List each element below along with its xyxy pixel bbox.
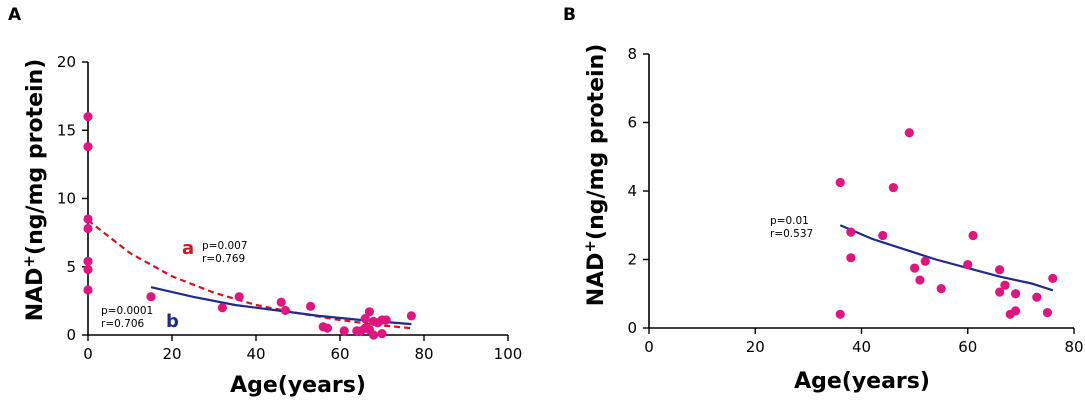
y-axis-title: NAD+(ng/mg protein) xyxy=(20,59,48,322)
data-point xyxy=(276,297,286,307)
data-point xyxy=(280,305,290,316)
r-value-label: r=0.706 xyxy=(101,318,144,330)
data-point xyxy=(322,323,332,333)
data-point xyxy=(846,227,856,237)
data-point xyxy=(904,128,914,138)
fit-curve xyxy=(839,224,1054,292)
data-point xyxy=(381,315,391,325)
x-axis-title: Age(years) xyxy=(794,369,930,394)
data-point xyxy=(83,214,93,224)
x-tick-label: 80 xyxy=(1064,338,1083,356)
data-point xyxy=(83,256,93,266)
x-tick-label: 80 xyxy=(414,345,433,363)
y-tick-label: 15 xyxy=(57,121,76,139)
y-tick-label: 2 xyxy=(627,251,637,269)
data-point xyxy=(1000,280,1010,290)
data-point xyxy=(364,307,374,317)
data-point xyxy=(406,311,416,321)
data-point xyxy=(995,265,1005,275)
x-tick-label: 60 xyxy=(958,338,977,356)
data-point xyxy=(835,177,845,188)
data-point xyxy=(83,223,93,234)
data-point xyxy=(968,230,978,241)
chart-panel-a: A 0 20 40 60 80 100 0 5 10 15 20 Age(years) NAD+(ng/m… xyxy=(8,5,522,398)
data-point xyxy=(1048,273,1058,283)
x-tick-label: 100 xyxy=(494,345,523,363)
p-value-label: p=0.007 xyxy=(202,240,248,252)
x-tick-label: 0 xyxy=(644,338,654,356)
data-point xyxy=(146,292,156,302)
data-point xyxy=(217,303,227,313)
y-tick-label: 5 xyxy=(66,258,76,276)
data-point xyxy=(1010,306,1021,316)
data-point xyxy=(360,314,370,324)
data-point xyxy=(83,285,93,295)
data-point xyxy=(835,309,845,319)
data-point xyxy=(910,263,920,273)
y-tick-label: 4 xyxy=(627,182,637,200)
fit-curve-a xyxy=(87,219,412,330)
data-point xyxy=(963,260,973,270)
data-point xyxy=(915,275,925,285)
data-point xyxy=(83,142,93,152)
data-point xyxy=(878,230,888,241)
data-point xyxy=(369,330,379,340)
data-point xyxy=(83,264,93,275)
x-axis-title: Age(years) xyxy=(230,373,366,398)
data-point xyxy=(234,292,244,302)
panel-label: A xyxy=(8,5,22,25)
data-point xyxy=(888,182,898,193)
data-point xyxy=(1032,292,1042,302)
data-point xyxy=(1010,289,1021,299)
r-value-label: r=0.769 xyxy=(202,253,245,265)
data-point xyxy=(920,256,930,266)
x-tick-label: 20 xyxy=(746,338,765,356)
y-tick-label: 10 xyxy=(57,190,76,208)
data-point xyxy=(995,287,1005,297)
fit-label-b: b xyxy=(166,311,179,332)
data-point xyxy=(83,112,93,122)
x-tick-label: 40 xyxy=(246,345,265,363)
r-value-label: r=0.537 xyxy=(770,228,813,240)
x-tick-label: 60 xyxy=(330,345,349,363)
fit-label-a: a xyxy=(182,238,194,259)
y-tick-label: 20 xyxy=(57,53,76,71)
data-point xyxy=(1042,307,1053,318)
y-tick-label: 0 xyxy=(627,319,637,337)
panel-label: B xyxy=(563,5,576,25)
data-point xyxy=(846,253,856,263)
p-value-label: p=0.0001 xyxy=(101,305,153,317)
y-tick-label: 6 xyxy=(627,114,637,132)
p-value-label: p=0.01 xyxy=(770,215,809,227)
x-tick-label: 20 xyxy=(162,345,181,363)
y-tick-label: 0 xyxy=(66,326,76,344)
data-point xyxy=(936,284,946,294)
y-tick-label: 8 xyxy=(627,45,637,63)
data-point xyxy=(339,326,349,336)
y-axis-title: NAD+(ng/mg protein) xyxy=(581,44,609,307)
x-tick-label: 40 xyxy=(852,338,871,356)
data-point xyxy=(306,301,316,311)
data-point xyxy=(377,329,387,339)
chart-panel-b: B 0 20 40 60 80 0 2 4 6 8 Age(years) NAD+(ng/mg prot… xyxy=(563,5,1084,394)
x-tick-label: 0 xyxy=(83,345,93,363)
